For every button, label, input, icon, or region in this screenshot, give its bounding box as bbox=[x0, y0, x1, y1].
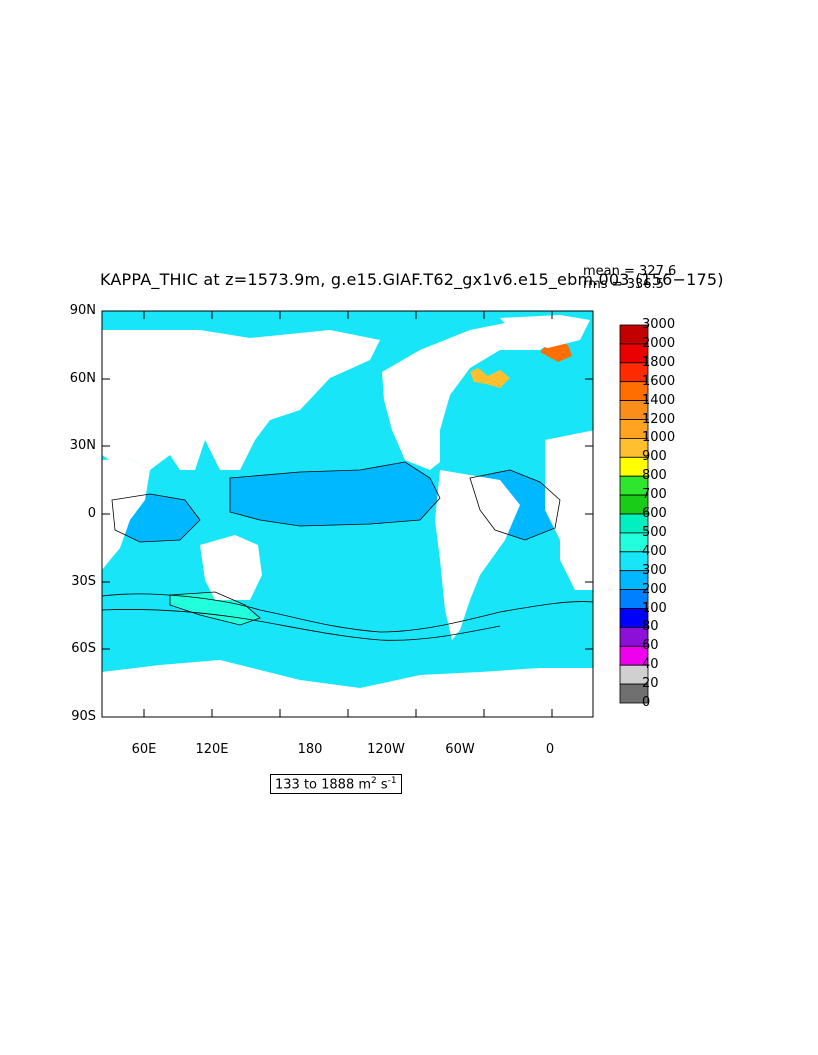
contour-lines bbox=[101, 461, 594, 641]
lat-label-60n: 60N bbox=[69, 371, 96, 386]
range-label: 133 to 1888 m2 s-1 bbox=[270, 774, 402, 795]
colorbar-label: 3000 bbox=[642, 317, 676, 332]
colorbar-label: 1800 bbox=[642, 354, 676, 370]
colorbar-label: 200 bbox=[642, 581, 667, 597]
lon-label-0: 0 bbox=[545, 742, 555, 757]
land-africa-east bbox=[545, 430, 595, 590]
map-title: KAPPA_THIC at z=1573.9m, g.e15.GIAF.T62_… bbox=[100, 270, 724, 289]
lat-label-eq: 0 bbox=[87, 506, 96, 521]
rms-stat: rms = 336.5 bbox=[583, 277, 664, 292]
colorbar-label: 20 bbox=[642, 676, 659, 692]
land-australia bbox=[200, 535, 262, 600]
colorbar-label: 1000 bbox=[642, 430, 676, 446]
colorbar-label: 60 bbox=[642, 638, 659, 654]
land-south-america bbox=[435, 470, 520, 640]
lon-label-60e: 60E bbox=[131, 742, 157, 757]
colorbar-label: 100 bbox=[642, 600, 667, 616]
lon-label-120w: 120W bbox=[367, 742, 405, 757]
lat-label-90n: 90N bbox=[69, 303, 96, 318]
lon-label-180: 180 bbox=[297, 742, 323, 757]
mean-stat: mean = 327.6 bbox=[583, 264, 677, 279]
lat-label-30n: 30N bbox=[69, 438, 96, 453]
lat-label-30s: 30S bbox=[71, 574, 96, 589]
lat-label-60s: 60S bbox=[71, 641, 96, 656]
lon-label-120e: 120E bbox=[195, 742, 229, 757]
colorbar-label: 0 bbox=[642, 695, 651, 710]
colorbar-label: 700 bbox=[642, 487, 667, 503]
land-eurasia bbox=[102, 330, 380, 470]
colorbar-label: 500 bbox=[642, 524, 667, 540]
colorbar-label: 800 bbox=[642, 468, 667, 484]
lon-label-60w: 60W bbox=[445, 742, 475, 757]
colorbar-swatch bbox=[619, 683, 649, 704]
colorbar-label: 40 bbox=[642, 657, 659, 673]
colorbar-label: 1400 bbox=[642, 392, 676, 408]
colorbar-label: 1200 bbox=[642, 411, 676, 427]
colorbar-label: 1600 bbox=[642, 373, 676, 389]
colorbar bbox=[619, 324, 649, 704]
colorbar-label: 300 bbox=[642, 562, 667, 578]
land-africa bbox=[102, 458, 150, 570]
land-north-america bbox=[382, 318, 580, 470]
land-antarctica bbox=[102, 660, 593, 717]
land-greenland bbox=[500, 315, 590, 348]
colorbar-label: 600 bbox=[642, 506, 667, 521]
colorbar-label: 80 bbox=[642, 619, 659, 635]
colorbar-label: 400 bbox=[642, 543, 667, 559]
north-atlantic-hotspot bbox=[470, 368, 510, 388]
colorbar-label: 2000 bbox=[642, 335, 676, 351]
colorbar-label: 900 bbox=[642, 449, 667, 465]
southern-ocean-band bbox=[170, 592, 260, 625]
axis-ticks bbox=[102, 310, 593, 718]
tropical-pacific-band bbox=[230, 462, 440, 526]
lat-label-90s: 90S bbox=[71, 709, 96, 724]
